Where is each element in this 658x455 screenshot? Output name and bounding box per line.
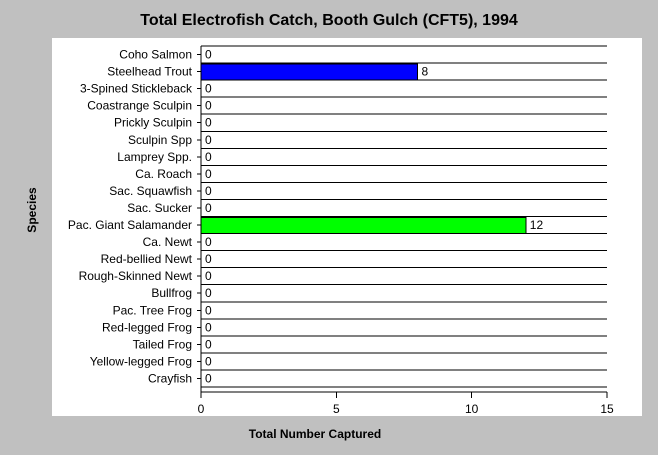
x-tick-label: 15 <box>600 402 614 416</box>
y-tick-label: Crayfish <box>148 371 192 385</box>
y-tick-label: Coho Salmon <box>119 48 192 62</box>
y-tick-label: Steelhead Trout <box>107 65 192 79</box>
y-tick-label: Yellow-legged Frog <box>90 354 192 368</box>
y-tick-label: Bullfrog <box>151 286 192 300</box>
x-axis-title: Total Number Captured <box>248 427 382 441</box>
y-tick-label: Sac. Sucker <box>127 201 192 215</box>
y-tick-label: Tailed Frog <box>133 337 192 351</box>
data-label: 0 <box>205 252 212 266</box>
data-label: 0 <box>205 99 212 113</box>
data-label: 0 <box>205 371 212 385</box>
y-tick-label: Lamprey Spp. <box>117 150 192 164</box>
data-label: 0 <box>205 201 212 215</box>
x-tick-label: 0 <box>198 402 205 416</box>
data-label: 0 <box>205 116 212 130</box>
y-tick-label: Prickly Sculpin <box>114 116 192 130</box>
data-label: 0 <box>205 286 212 300</box>
y-tick-label: 3-Spined Stickleback <box>80 82 193 96</box>
y-tick-label: Sculpin Spp <box>128 133 192 147</box>
y-tick-label: Red-bellied Newt <box>101 252 193 266</box>
data-label: 8 <box>422 65 429 79</box>
data-label: 0 <box>205 133 212 147</box>
data-label: 0 <box>205 82 212 96</box>
data-label: 0 <box>205 48 212 62</box>
y-tick-label: Red-legged Frog <box>102 320 192 334</box>
y-tick-label: Ca. Newt <box>143 235 193 249</box>
y-tick-label: Pac. Tree Frog <box>113 303 192 317</box>
data-label: 0 <box>205 354 212 368</box>
data-label: 12 <box>530 218 544 232</box>
chart-title: Total Electrofish Catch, Booth Gulch (CF… <box>140 12 518 29</box>
y-tick-label: Sac. Squawfish <box>109 184 192 198</box>
x-tick-label: 5 <box>333 402 340 416</box>
bar <box>200 217 527 235</box>
x-tick-label: 10 <box>465 402 479 416</box>
y-tick-label: Pac. Giant Salamander <box>68 218 192 232</box>
y-axis-title: Species <box>25 187 39 233</box>
data-label: 0 <box>205 269 212 283</box>
data-label: 0 <box>205 337 212 351</box>
data-label: 0 <box>205 184 212 198</box>
data-label: 0 <box>205 303 212 317</box>
data-label: 0 <box>205 235 212 249</box>
bar <box>200 63 419 81</box>
data-label: 0 <box>205 150 212 164</box>
y-tick-label: Ca. Roach <box>135 167 192 181</box>
y-tick-label: Coastrange Sculpin <box>87 99 192 113</box>
data-label: 0 <box>205 320 212 334</box>
data-label: 0 <box>205 167 212 181</box>
y-tick-label: Rough-Skinned Newt <box>79 269 193 283</box>
